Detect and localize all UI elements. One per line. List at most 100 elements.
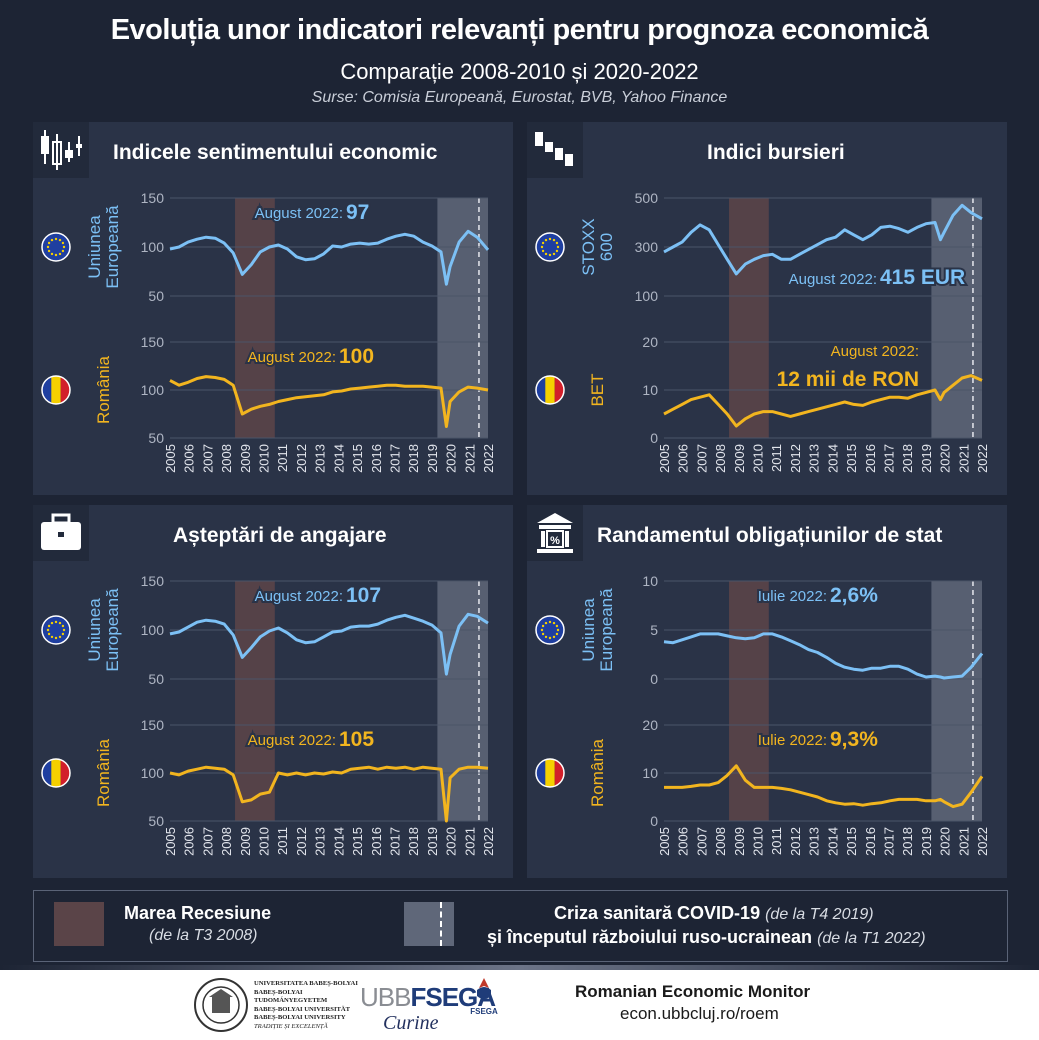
y-tick-label: 100 — [635, 288, 659, 304]
panel-title: Așteptări de angajare — [173, 524, 387, 547]
y-tick-label: 50 — [148, 430, 164, 446]
x-tick-label: 2021 — [956, 827, 971, 856]
y-tick-label: 0 — [650, 430, 658, 446]
y-tick-label: 150 — [141, 573, 165, 589]
annotation-prefix: August 2022: — [255, 588, 343, 605]
legend-recession-swatch — [54, 902, 104, 946]
x-tick-label: 2008 — [713, 444, 728, 473]
ro-flag-blue — [42, 759, 52, 787]
annotation-prefix: August 2022: — [248, 732, 336, 749]
x-tick-label: 2016 — [863, 827, 878, 856]
eu-flag-icon — [535, 232, 565, 262]
series-label: Uniunea — [85, 598, 104, 662]
x-tick-label: 2022 — [481, 444, 496, 473]
x-tick-label: 2010 — [751, 444, 766, 473]
eu-flag-star — [54, 237, 58, 241]
legend-covid-line2: și începutul războiului ruso-ucrainean (… — [487, 927, 926, 947]
eu-flag-star — [46, 245, 50, 249]
y-tick-label: 5 — [650, 622, 658, 638]
ro-flag-yellow — [51, 376, 61, 404]
legend-recession-label: Marea Recesiune — [124, 903, 272, 923]
eu-flag-star — [555, 249, 559, 253]
eu-flag-star — [50, 238, 54, 242]
eu-flag-icon — [535, 615, 565, 645]
x-tick-label: 2012 — [294, 444, 309, 473]
x-tick-label: 2015 — [350, 827, 365, 856]
series-label: România — [94, 355, 113, 424]
ro-flag-icon — [42, 376, 70, 404]
eu-flag-star — [61, 249, 65, 253]
x-tick-label: 2006 — [182, 444, 197, 473]
eu-flag-star — [50, 635, 54, 639]
eu-flag-star — [50, 252, 54, 256]
eu-flag-star — [47, 249, 51, 253]
footer-band — [0, 965, 1039, 973]
ro-flag-yellow — [545, 376, 555, 404]
series-label: Europeană — [597, 588, 616, 672]
curine-logo: Curine — [383, 1012, 439, 1034]
annotation-prefix: August 2022: — [831, 343, 919, 360]
x-tick-label: 2005 — [657, 444, 672, 473]
y-tick-label: 20 — [642, 717, 658, 733]
y-tick-label: 0 — [650, 671, 658, 687]
eu-flag-star — [62, 628, 66, 632]
eu-flag-star — [50, 621, 54, 625]
x-tick-label: 2009 — [732, 444, 747, 473]
eu-flag-star — [54, 620, 58, 624]
annotation-prefix: August 2022: — [789, 271, 877, 288]
ro-flag-yellow — [545, 759, 555, 787]
candlestick-icon — [33, 122, 89, 178]
series-label: România — [94, 738, 113, 807]
x-tick-label: 2019 — [919, 827, 934, 856]
page-title: Evoluția unor indicatori relevanți pentr… — [110, 14, 929, 46]
eu-flag-star — [61, 624, 65, 628]
x-tick-label: 2010 — [257, 444, 272, 473]
x-tick-label: 2017 — [387, 827, 402, 856]
x-tick-label: 2021 — [956, 444, 971, 473]
x-tick-label: 2020 — [938, 827, 953, 856]
ro-flag-icon — [536, 376, 564, 404]
eu-flag-star — [47, 624, 51, 628]
eu-flag-star — [61, 241, 65, 245]
ubbfsega-logo: UBBFSEGA — [360, 982, 496, 1012]
series-line-top — [663, 632, 984, 680]
eu-flag-star — [544, 621, 548, 625]
eu-flag-star — [555, 241, 559, 245]
eu-flag-star — [541, 632, 545, 636]
annotation-prefix: Iulie 2022: — [758, 588, 827, 605]
x-tick-label: 2005 — [163, 827, 178, 856]
y-tick-label: 500 — [635, 190, 659, 206]
eu-flag-star — [58, 238, 62, 242]
eu-flag-icon — [41, 232, 71, 262]
eu-flag-star — [548, 636, 552, 640]
bank-percent-icon: % — [527, 505, 583, 561]
x-tick-label: 2019 — [425, 827, 440, 856]
y-tick-label: 20 — [642, 334, 658, 350]
eu-flag-star — [541, 249, 545, 253]
x-tick-label: 2018 — [900, 827, 915, 856]
ro-flag-blue — [536, 376, 546, 404]
annotation-value: 415 EUR — [880, 266, 965, 289]
x-tick-label: 2020 — [444, 827, 459, 856]
eu-flag-star — [548, 620, 552, 624]
x-tick-label: 2022 — [975, 827, 990, 856]
x-tick-label: 2017 — [881, 444, 896, 473]
annotation-value: 2,6% — [830, 584, 878, 607]
ro-flag-border — [535, 375, 565, 405]
series-label: Europeană — [103, 205, 122, 289]
x-tick-label: 2005 — [163, 444, 178, 473]
annotation-value: 107 — [346, 584, 381, 607]
eu-flag-star — [552, 238, 556, 242]
y-tick-label: 150 — [141, 334, 165, 350]
annotation-value: 100 — [339, 345, 374, 368]
series-line-bottom — [664, 764, 984, 809]
y-tick-label: 50 — [148, 671, 164, 687]
eu-flag-star — [544, 238, 548, 242]
series-line-top — [169, 229, 490, 286]
eu-flag-star — [540, 245, 544, 249]
eu-flag-star — [58, 252, 62, 256]
x-tick-label: 2009 — [238, 827, 253, 856]
stairs-chart-icon — [527, 122, 583, 178]
y-tick-label: 0 — [650, 813, 658, 829]
